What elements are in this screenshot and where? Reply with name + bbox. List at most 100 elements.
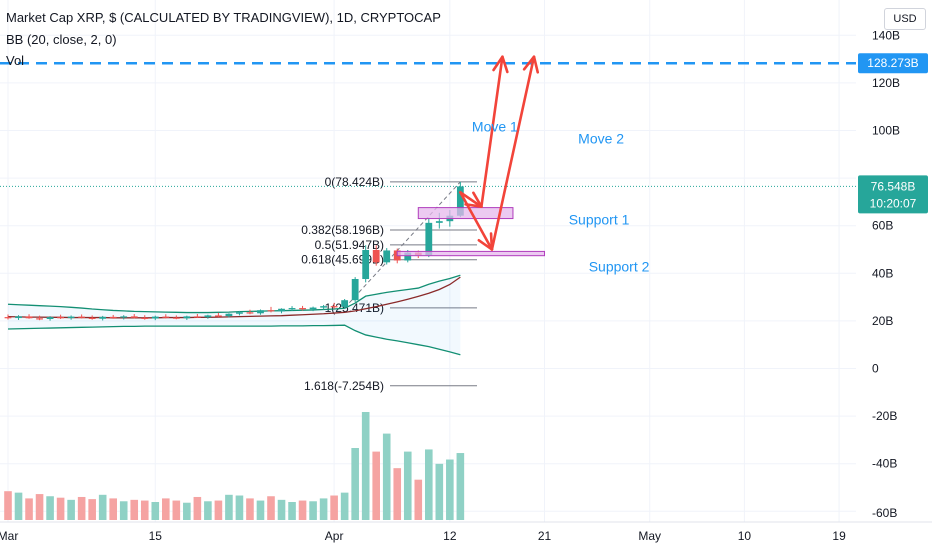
price-axis[interactable]: 120B 100B 60B 40B 20B 0 -20B -40B 140B -60B [856,0,932,522]
candle-body [99,316,107,319]
candlestick-series [4,181,464,321]
price-axis-tick: 60B [872,219,893,233]
currency-button[interactable]: USD [884,8,926,30]
move1-label: Move 1 [472,119,518,135]
fib-level-label: 1(25.471B) [325,301,384,315]
last-price-text: 76.548B [871,179,916,193]
volume-bar [88,499,96,520]
time-axis-tick: 10 [738,529,752,543]
volume-bar [309,501,317,520]
fib-level-label: 0.5(51.947B) [315,238,384,252]
candle-body [141,317,149,320]
price-axis-background [856,0,932,522]
volume-bar [162,498,170,520]
volume-indicator-legend[interactable]: Vol [6,53,25,68]
candle-body [383,250,391,263]
volume-bar [277,499,286,520]
volume-bar [351,448,359,520]
volume-bar [393,468,402,520]
volume-bar [67,499,75,520]
move1-arrow-segment [459,191,483,208]
volume-bar [193,496,202,520]
volume-bar [235,495,244,520]
candle-body [330,306,338,308]
price-axis-tick: 120B [872,76,900,90]
price-axis-tick: 100B [872,124,900,138]
price-axis-tick: -40B [872,457,897,471]
time-axis-tick: Mar [0,529,18,543]
support1-label: Support 1 [569,212,630,228]
fib-level-label: 1.618(-7.254B) [304,379,384,393]
last-price-badge [858,175,928,214]
time-axis-tick: Apr [325,529,344,543]
support-zone-1 [417,207,514,220]
target-price-text: 128.273B [867,56,918,70]
time-axis-tick: 19 [832,529,846,543]
volume-bar [340,492,349,520]
volume-bar [372,451,380,520]
fib-level-label: 0.382(58.196B) [301,223,384,237]
bb-lower-line [7,324,461,356]
candle-body [162,316,170,318]
candle-body [404,252,412,261]
volume-bar [98,494,107,520]
fib-level-label: 0.618(45.699B) [301,253,384,267]
time-axis-tick: 12 [443,529,457,543]
volume-bar [267,496,275,520]
volume-bar [119,501,128,520]
volume-bar [56,497,65,520]
candle-body [267,310,275,312]
bb-upper-line [7,274,461,314]
move1-arrow-arrowhead [492,55,509,74]
time-axis[interactable]: Mar 15 Apr 12 21 May 10 19 [0,521,932,550]
user-drawings[interactable]: Move 1 Move 2 Support 1 Support 2 [0,55,856,275]
candle-body [320,306,327,308]
volume-bar [151,502,160,520]
candle-body [225,313,233,317]
candle-body [36,318,43,320]
candle-body [120,316,128,318]
fib-trend-line [344,181,461,309]
candle-body [351,279,359,301]
time-axis-background [0,522,932,550]
volume-bar [204,501,212,520]
candle-body [456,186,464,216]
target-price-badge [858,53,928,74]
bollinger-bands [7,274,461,356]
price-axis-tick: 40B [872,266,893,280]
price-labels: 128.273B 76.548B 10:20:07 [858,53,928,214]
candle-body [309,307,317,310]
volume-bar [214,500,223,520]
candle-body [67,316,75,319]
candle-body [288,308,296,310]
volume-bar [109,498,117,520]
candle-body [172,317,180,319]
support2-label: Support 2 [589,258,650,274]
volume-bar [35,494,44,520]
price-axis-tick: 0 [872,362,879,376]
time-axis-tick: May [638,529,661,543]
candle-body [193,316,201,318]
price-axis-tick: -20B [872,409,897,423]
candle-body [204,315,212,318]
time-axis-tick: 15 [149,529,163,543]
bb-indicator-legend[interactable]: BB (20, close, 2, 0) [6,32,117,47]
move2-arrow-segment [490,55,536,251]
candle-body [372,249,380,263]
volume-bar [77,496,86,520]
time-axis-tick: 21 [538,529,552,543]
volume-bar [414,479,423,520]
candle-body [15,316,22,319]
move1-arrow-segment [480,55,504,208]
candle-body [278,308,285,312]
volume-bar [288,502,296,520]
move2-arrow-segment [459,191,494,251]
candle-body [257,310,264,314]
volume-bar [225,494,233,520]
candle-body [299,308,306,310]
candle-body [215,315,222,317]
volume-bar [140,500,149,520]
candle-body [425,222,433,256]
candle-body [236,312,243,314]
